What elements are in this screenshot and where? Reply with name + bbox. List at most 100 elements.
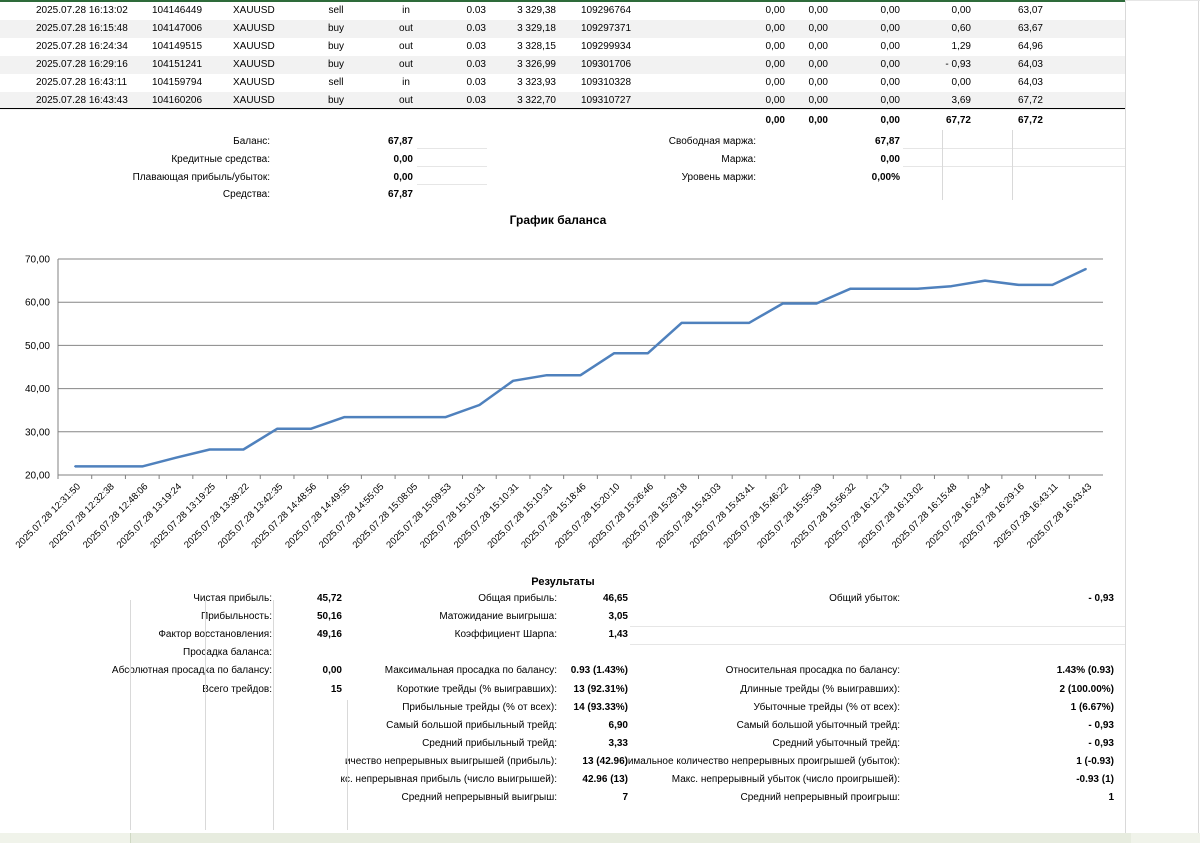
x-tick-label: 2025.07.28 16:13:02 [856,481,925,550]
cell-fee: 0,00 [808,23,828,34]
result-label: Матожидание выигрыша: [439,611,557,622]
cell-type: buy [327,23,345,34]
cell-direction: in [402,77,410,88]
cell-swap: 0,00 [880,5,900,16]
chart-title: График баланса [510,213,607,227]
summary-value: 0,00% [871,172,900,183]
result-value: 15 [330,684,342,695]
series-point [444,416,447,418]
x-tick-label: 2025.07.28 16:24:34 [924,481,993,550]
cell-price: 3 329,18 [517,23,556,34]
x-tick-label: 2025.07.28 15:08:05 [351,481,420,550]
chart-gridlines [57,258,1103,476]
result-value: 0.93 (1.43%) [570,665,628,676]
cell-balance: 64,96 [1017,41,1043,52]
x-tick-label: 2025.07.28 15:09:53 [384,481,453,550]
x-tick-label: 2025.07.28 13:19:24 [115,481,184,550]
cell-deal: 104160206 [152,95,203,106]
x-tick-label: 2025.07.28 12:31:50 [14,481,83,550]
x-tick-label: 2025.07.28 14:55:05 [317,481,386,550]
y-tick-label: 70,00 [25,255,50,266]
result-label: Самый большой убыточный трейд: [736,720,900,731]
cell-commission: 0,00 [765,23,785,34]
cell-deal: 104149515 [152,41,203,52]
series-line-balance [74,267,1087,468]
cell-swap: 0,00 [880,23,900,34]
x-tick-label: 2025.07.28 15:29:18 [620,481,689,550]
cell-symbol: XAUUSD [233,23,275,34]
result-label: Короткие трейды (% выигравших): [396,684,557,695]
result-value: 7 [622,792,628,803]
cell-type: buy [327,59,345,70]
result-label: Общая прибыль: [478,593,557,604]
cell-fee: 0,00 [808,41,828,52]
cell-symbol: XAUUSD [233,77,275,88]
results-title: Результаты [531,576,595,588]
result-label: Средний прибыльный трейд: [422,738,557,749]
x-tick-label: 2025.07.28 15:43:03 [654,481,723,550]
cell-commission: 0,00 [765,77,785,88]
series-point [74,465,76,468]
result-value: 6,90 [608,720,628,731]
result-value: - 0,93 [1088,593,1114,604]
series-point [613,352,616,354]
totals-row: 0,00 0,00 0,00 67,72 67,72 [0,112,1125,130]
series-point [141,465,144,468]
table-row: 2025.07.28 16:29:16 104151241 XAUUSD buy out… [0,56,1125,74]
result-label: Самый большой прибыльный трейд: [386,720,557,731]
result-value: 1 (-0.93) [1076,756,1114,767]
x-tick-label: 2025.07.28 16:15:48 [890,481,959,550]
series-point [242,448,245,451]
series-point [107,465,110,468]
result-value: 13 (42.96) [582,756,628,767]
summary-label: Плавающая прибыль/убыток: [132,172,270,183]
cell-time: 2025.07.28 16:13:02 [36,5,128,16]
x-tick-label: 2025.07.28 15:46:22 [721,481,790,550]
cell-fee: 0,00 [808,77,828,88]
series-point [748,322,750,324]
balance-chart: График баланса 20,00 30,00 40,00 50,00 60,00… [14,213,1103,551]
x-tick-label: 2025.07.28 16:12:13 [823,481,892,550]
summary-label: Кредитные средства: [171,154,270,165]
series-point [208,448,211,451]
cell-direction: out [399,59,413,70]
cell-direction: out [399,95,413,106]
cell-volume: 0.03 [466,23,486,34]
cell-symbol: XAUUSD [233,41,275,52]
table-row: 2025.07.28 16:43:43 104160206 XAUUSD buy out… [0,92,1125,110]
result-label: Всего трейдов: [202,684,272,695]
cell-type: buy [327,95,345,106]
cell-order: 109310727 [581,95,632,106]
result-label: Общий убыток: [829,593,900,604]
summary-value: 0,00 [393,172,413,183]
summary-label: Баланс: [233,136,270,147]
cell-price: 3 328,15 [517,41,556,52]
x-tick-label: 2025.07.28 13:42:35 [216,481,285,550]
result-label: Коэффициент Шарпа: [454,629,557,640]
series-point [883,288,885,290]
cell-symbol: XAUUSD [233,59,275,70]
summary-label: Свободная маржа: [668,136,756,147]
x-tick-label: 2025.07.28 15:10:31 [452,481,521,550]
summary-label: Уровень маржи: [681,172,756,183]
series-point [950,285,953,288]
result-value: - 0,93 [1088,720,1114,731]
series-point [175,456,177,459]
cell-swap: 0,00 [880,41,900,52]
y-tick-label: 60,00 [25,298,50,309]
cell-swap: 0,00 [880,77,900,88]
result-value: - 0,93 [1088,738,1114,749]
cell-profit: 0,00 [951,77,971,88]
summary-label: Маржа: [721,154,756,165]
cell-type: buy [327,41,345,52]
series-point [1085,268,1087,270]
series-point [781,302,784,305]
table-row: 2025.07.28 16:13:02 104146449 XAUUSD sell in… [0,2,1125,20]
total-profit: 67,72 [945,115,971,126]
total-balance: 67,72 [1017,115,1043,126]
cell-fee: 0,00 [808,5,828,16]
cell-balance: 64,03 [1017,59,1043,70]
result-label: Просадка баланса: [183,647,272,658]
series-point [714,322,717,324]
cell-order: 109310328 [581,77,632,88]
